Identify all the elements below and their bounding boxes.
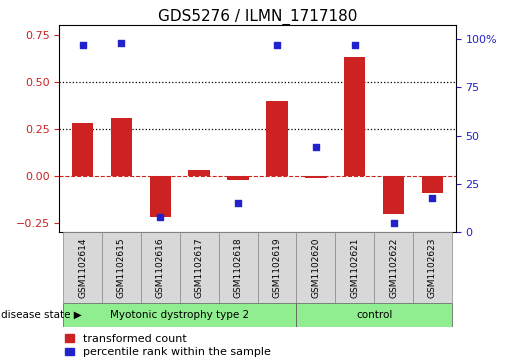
- Text: disease state ▶: disease state ▶: [1, 310, 82, 320]
- Point: [428, 195, 437, 200]
- Bar: [344, 57, 365, 176]
- Title: GDS5276 / ILMN_1717180: GDS5276 / ILMN_1717180: [158, 9, 357, 25]
- Text: GSM1102619: GSM1102619: [272, 237, 281, 298]
- Text: GSM1102623: GSM1102623: [428, 237, 437, 298]
- Bar: [296, 232, 335, 303]
- Bar: [335, 232, 374, 303]
- Legend: transformed count, percentile rank within the sample: transformed count, percentile rank withi…: [65, 334, 270, 358]
- Point: [234, 200, 242, 206]
- Text: GSM1102616: GSM1102616: [156, 237, 165, 298]
- Text: GSM1102621: GSM1102621: [350, 237, 359, 298]
- Text: GSM1102614: GSM1102614: [78, 237, 87, 298]
- Point: [273, 42, 281, 48]
- Bar: [413, 232, 452, 303]
- Bar: [227, 176, 249, 180]
- Bar: [188, 170, 210, 176]
- Point: [78, 42, 87, 48]
- Bar: [422, 176, 443, 193]
- Point: [389, 220, 398, 225]
- Bar: [383, 176, 404, 213]
- Bar: [141, 232, 180, 303]
- Bar: [266, 101, 288, 176]
- Bar: [180, 232, 219, 303]
- Bar: [63, 232, 102, 303]
- Text: GSM1102622: GSM1102622: [389, 237, 398, 298]
- Bar: [111, 118, 132, 176]
- Bar: [374, 232, 413, 303]
- Bar: [296, 303, 452, 327]
- Point: [312, 144, 320, 150]
- Text: GSM1102617: GSM1102617: [195, 237, 204, 298]
- Point: [351, 42, 359, 48]
- Bar: [72, 123, 93, 176]
- Bar: [219, 232, 258, 303]
- Point: [117, 40, 126, 46]
- Text: GSM1102618: GSM1102618: [234, 237, 243, 298]
- Bar: [63, 303, 296, 327]
- Bar: [305, 176, 327, 178]
- Bar: [150, 176, 171, 217]
- Text: Myotonic dystrophy type 2: Myotonic dystrophy type 2: [110, 310, 249, 320]
- Bar: [102, 232, 141, 303]
- Text: GSM1102615: GSM1102615: [117, 237, 126, 298]
- Text: GSM1102620: GSM1102620: [311, 237, 320, 298]
- Text: control: control: [356, 310, 392, 320]
- Bar: [258, 232, 296, 303]
- Point: [156, 214, 164, 220]
